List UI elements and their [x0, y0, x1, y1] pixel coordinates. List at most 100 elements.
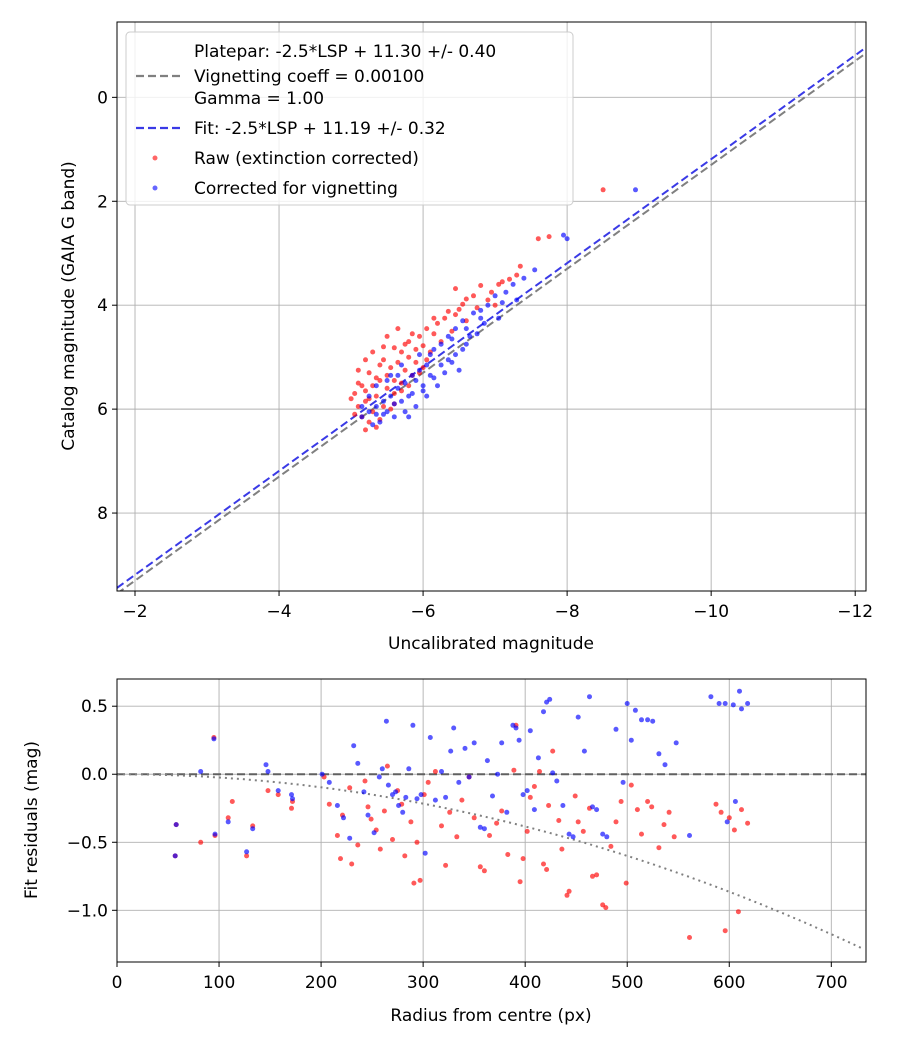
top-corrected-point: [373, 404, 379, 409]
top-raw-point: [496, 281, 502, 287]
top-corrected-point: [510, 281, 516, 287]
top-corrected-point: [435, 383, 440, 389]
bottom-corrected-point: [531, 807, 537, 813]
top-corrected-point: [449, 336, 455, 342]
top-corrected-point: [449, 359, 455, 365]
top-corrected-point: [388, 393, 394, 399]
platepar-line: [118, 52, 866, 591]
bottom-raw-point: [511, 767, 517, 773]
bottom-corrected-point: [393, 789, 399, 795]
bottom-corrected-point: [547, 696, 553, 702]
top-corrected-point: [391, 401, 397, 407]
top-corrected-point: [395, 385, 401, 391]
bottom-corrected-point: [628, 737, 634, 743]
bottom-corrected-point: [554, 778, 560, 784]
top-raw-point: [485, 297, 491, 303]
top-panel: −2 −4 −6 −8 −10 −12 0 2 4 6 8 Uncalibrated magnitu…: [59, 21, 873, 654]
top-raw-point: [399, 380, 404, 386]
top-corrected-point: [384, 378, 390, 383]
top-corrected-point: [406, 393, 412, 399]
bottom-corrected-point: [645, 717, 651, 723]
top-y-tick-label: 0: [97, 88, 108, 108]
top-raw-point: [453, 286, 458, 292]
bottom-corrected-point: [275, 788, 281, 794]
bottom-corrected-point: [361, 789, 367, 795]
top-corrected-point: [381, 398, 386, 404]
bottom-corrected-point: [724, 819, 730, 825]
bottom-raw-point: [722, 928, 728, 934]
bottom-corrected-point: [541, 709, 546, 715]
top-raw-point: [445, 308, 451, 314]
top-y-tick-label: 4: [97, 296, 108, 316]
bottom-corrected-point: [443, 794, 449, 800]
bottom-raw-point: [618, 799, 624, 804]
bottom-raw-point: [355, 842, 361, 848]
legend-gamma-label: Gamma = 1.00: [194, 89, 324, 109]
bottom-corrected-point: [406, 766, 412, 772]
top-corrected-point: [478, 307, 484, 313]
bottom-raw-point: [544, 867, 550, 872]
bottom-raw-point: [564, 892, 570, 898]
top-raw-point: [409, 331, 415, 337]
top-raw-point: [456, 306, 462, 312]
top-raw-point: [474, 305, 480, 311]
top-x-tick-label: −8: [555, 602, 580, 622]
bottom-y-tick-label: −1.0: [67, 901, 108, 921]
bottom-x-tick-label: 600: [713, 973, 745, 993]
bottom-raw-point: [531, 784, 537, 789]
top-corrected-point: [384, 409, 390, 415]
top-corrected-point: [633, 187, 638, 193]
bottom-corrected-point: [448, 748, 454, 754]
bottom-corrected-point: [570, 834, 576, 840]
top-raw-point: [355, 367, 361, 373]
bottom-raw-point: [666, 809, 672, 815]
bottom-raw-point: [414, 839, 420, 845]
top-x-tick-label: −2: [122, 602, 147, 622]
top-raw-point: [499, 279, 505, 285]
bottom-y-tick-label: 0.5: [81, 697, 108, 717]
top-raw-point: [388, 406, 394, 412]
bottom-raw-point: [198, 839, 204, 845]
bottom-raw-point: [645, 799, 651, 804]
bottom-raw-point: [649, 804, 655, 810]
top-raw-point: [381, 404, 386, 409]
top-corrected-point: [561, 232, 566, 238]
top-corrected-point: [381, 411, 386, 417]
bottom-corrected-point: [687, 833, 692, 838]
bottom-corrected-point: [513, 725, 519, 731]
top-raw-point: [517, 263, 523, 269]
top-corrected-point: [514, 297, 520, 303]
bottom-raw-point: [447, 809, 453, 815]
bottom-corrected-point: [604, 834, 610, 840]
bottom-corrected-point: [432, 797, 438, 803]
bottom-raw-point: [402, 853, 408, 859]
bottom-raw-point: [505, 852, 511, 857]
bottom-raw-point: [289, 805, 294, 811]
top-corrected-point: [438, 341, 444, 347]
bottom-corrected-point: [466, 774, 472, 780]
bottom-corrected-point: [620, 779, 626, 785]
top-corrected-point: [564, 236, 570, 242]
bottom-scatter-points: [172, 688, 751, 940]
legend-raw-marker: [152, 155, 158, 161]
bottom-raw-point: [499, 808, 505, 814]
top-corrected-point: [373, 411, 379, 417]
bottom-corrected-point: [624, 701, 630, 706]
legend-fit-label: Fit: -2.5*LSP + 11.19 +/- 0.32: [194, 119, 446, 139]
bottom-raw-point: [546, 803, 552, 808]
bottom-corrected-point: [250, 826, 256, 832]
top-raw-point: [370, 409, 376, 415]
bottom-corrected-point: [527, 728, 533, 734]
bottom-corrected-point: [211, 736, 217, 742]
bottom-x-tick-label: 500: [611, 973, 643, 993]
top-corrected-point: [359, 414, 365, 420]
top-y-axis-label: Catalog magnitude (GAIA G band): [59, 161, 79, 451]
bottom-raw-point: [368, 816, 374, 822]
bottom-corrected-point: [662, 762, 668, 768]
top-corrected-point: [496, 315, 502, 321]
top-x-tick-label: −12: [837, 602, 873, 622]
bottom-corrected-point: [462, 745, 468, 751]
bottom-corrected-point: [477, 824, 483, 830]
top-corrected-point: [399, 398, 404, 404]
